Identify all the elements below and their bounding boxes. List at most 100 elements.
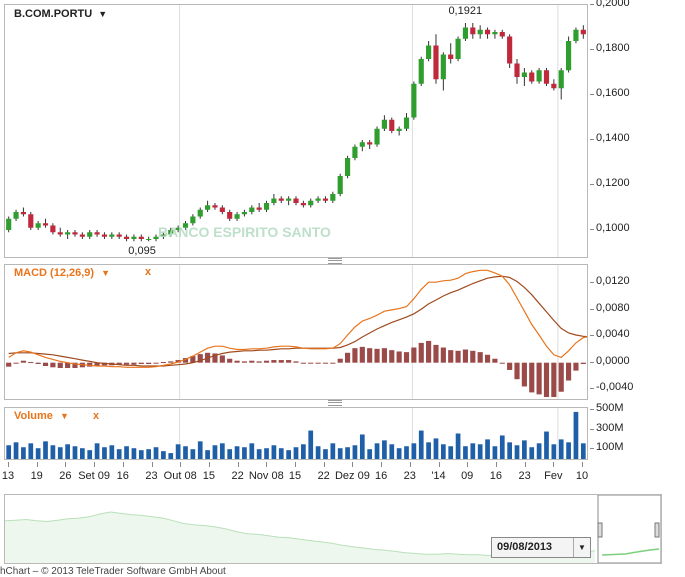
macd-title[interactable]: MACD (12,26,9) ▼ <box>14 267 110 279</box>
volume-bar <box>448 446 454 459</box>
candle-body <box>50 225 56 233</box>
date-selector[interactable]: 09/08/2013 ▼ <box>491 537 591 558</box>
symbol-label: B.COM.PORTU <box>14 8 93 20</box>
volume-bar <box>411 443 417 459</box>
volume-bar <box>227 449 233 459</box>
navigator-svg <box>5 495 661 563</box>
macd-histogram-bar <box>484 354 491 363</box>
symbol-selector[interactable]: B.COM.PORTU ▼ <box>14 8 107 20</box>
macd-signal-line <box>8 275 587 367</box>
volume-bar <box>109 445 115 459</box>
macd-panel[interactable] <box>4 264 588 400</box>
volume-bar <box>455 433 461 459</box>
x-tick-label: 10 <box>575 470 589 482</box>
y-tick <box>590 448 594 450</box>
volume-bar <box>116 449 122 459</box>
y-tick-label: 0,1200 <box>596 177 630 189</box>
y-tick <box>590 229 594 230</box>
macd-histogram-bar <box>374 348 380 363</box>
candle-body <box>94 232 100 235</box>
candle-body <box>219 207 225 212</box>
volume-bar <box>161 451 166 459</box>
macd-histogram-bar <box>411 347 417 363</box>
date-value: 09/08/2013 <box>497 541 553 553</box>
volume-bar <box>323 449 328 459</box>
candle-body <box>234 214 240 219</box>
macd-histogram-bar <box>389 350 395 363</box>
volume-bar <box>183 446 188 459</box>
macd-histogram-bar <box>271 360 277 363</box>
macd-histogram-bar <box>182 358 189 363</box>
candle-body <box>182 223 189 228</box>
macd-close-button[interactable]: x <box>145 266 152 278</box>
candle-body <box>146 239 152 240</box>
volume-bar <box>168 453 174 459</box>
volume-bar <box>35 448 41 459</box>
candle-body <box>116 234 122 237</box>
candle-body <box>426 45 432 59</box>
chevron-down-icon[interactable]: ▼ <box>573 538 590 557</box>
volume-panel[interactable] <box>4 407 588 460</box>
macd-histogram-bar <box>256 361 262 363</box>
x-tick <box>266 462 268 467</box>
y-tick-label: 0,0000 <box>596 354 630 367</box>
x-tick <box>381 462 383 467</box>
candle-body <box>308 200 314 206</box>
volume-bar <box>242 447 247 459</box>
macd-histogram-bar <box>322 362 329 364</box>
macd-histogram-bar <box>308 362 314 364</box>
candle-body <box>558 70 564 89</box>
grip-icon <box>328 400 342 406</box>
volume-bar <box>374 443 380 459</box>
macd-histogram-bar <box>551 362 557 398</box>
volume-close-button[interactable]: x <box>93 410 100 422</box>
price-chart-panel[interactable] <box>4 4 588 258</box>
candle-body <box>131 236 137 239</box>
volume-bar <box>367 449 373 459</box>
candle-body <box>190 216 196 224</box>
x-tick <box>352 462 354 467</box>
candle-body <box>344 158 351 176</box>
x-tick-label: 16 <box>489 470 503 482</box>
candle-body <box>227 212 233 219</box>
x-tick-label: Dez 09 <box>334 470 370 482</box>
macd-histogram-bar <box>492 358 498 363</box>
x-tick-label: 22 <box>231 470 244 482</box>
x-tick-label: '14 <box>431 470 446 482</box>
volume-bar <box>544 431 549 459</box>
macd-histogram-bar <box>20 360 26 363</box>
y-tick <box>590 335 594 337</box>
x-tick <box>409 462 411 467</box>
x-tick-label: 16 <box>374 470 388 482</box>
volume-bar <box>463 446 468 459</box>
panel-resize-handle[interactable] <box>4 257 586 264</box>
macd-chart-svg <box>6 265 587 399</box>
macd-histogram-bar <box>359 346 365 363</box>
macd-histogram-bar <box>529 362 535 393</box>
panel-resize-handle[interactable] <box>4 399 586 406</box>
volume-bar <box>433 438 439 459</box>
volume-bar <box>308 430 314 459</box>
macd-histogram-bar <box>35 362 41 365</box>
macd-histogram-bar <box>337 358 343 363</box>
volume-bar <box>345 447 350 459</box>
y-tick-label: 0,0040 <box>596 328 630 341</box>
macd-histogram-bar <box>241 361 248 363</box>
chevron-down-icon[interactable]: ▼ <box>101 268 111 278</box>
candle-body <box>28 214 34 228</box>
macd-histogram-bar <box>477 352 483 363</box>
candle-body <box>249 207 255 212</box>
volume-title[interactable]: Volume ▼ <box>14 410 69 422</box>
y-tick-label: 0,1000 <box>596 222 630 234</box>
candle-body <box>168 230 174 235</box>
candle-body <box>433 45 439 80</box>
chevron-down-icon[interactable]: ▼ <box>59 411 69 421</box>
volume-bar <box>94 443 100 459</box>
candle-body <box>72 232 78 235</box>
candle-body <box>543 70 550 84</box>
candle-body <box>138 236 144 239</box>
time-x-axis: 13 19 26 Set 09 16 23 Out 08 15 22 Nov 08 15 22 Dez … <box>0 462 685 482</box>
macd-histogram-bar <box>462 349 469 363</box>
candle-body <box>57 232 63 235</box>
macd-histogram-bar <box>219 355 225 363</box>
